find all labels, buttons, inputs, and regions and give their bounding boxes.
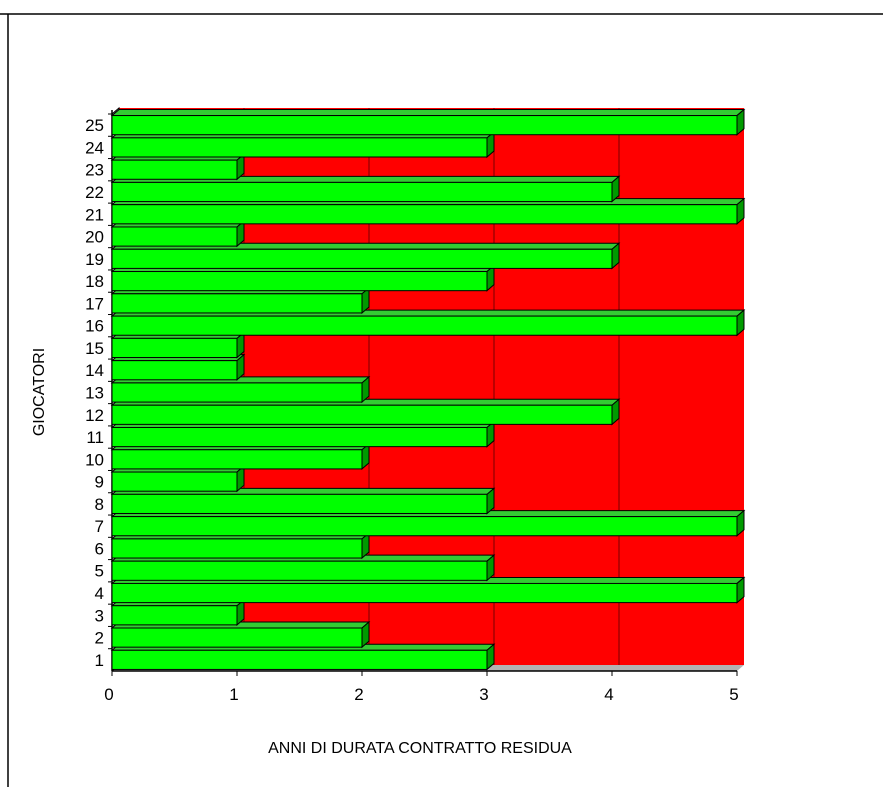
bar-1 <box>110 643 496 671</box>
bar-13 <box>110 375 371 404</box>
bar-7 <box>110 509 746 537</box>
bar-18 <box>110 264 496 292</box>
bar-front-face <box>111 605 238 626</box>
bar-19 <box>110 242 621 270</box>
y-tick-label-22: 22 <box>85 183 104 202</box>
y-tick-label-2: 2 <box>95 629 104 648</box>
y-tick-label-3: 3 <box>95 606 104 625</box>
bar-2 <box>110 620 371 649</box>
bar-front-face <box>111 293 363 314</box>
bar-front-face <box>111 627 363 648</box>
bar-front-face <box>111 271 488 292</box>
bar-front-face <box>111 493 488 514</box>
bar-front-face <box>111 181 613 203</box>
y-tick-label-18: 18 <box>85 272 104 291</box>
bar-17 <box>110 286 371 315</box>
y-tick-label-15: 15 <box>85 339 104 358</box>
bar-front-face <box>111 315 738 336</box>
bar-14 <box>110 353 246 381</box>
y-tick-label-1: 1 <box>95 651 104 670</box>
x-tick-label-5: 5 <box>729 685 738 704</box>
y-tick-label-13: 13 <box>85 384 104 403</box>
y-axis-title: GIOCATORI <box>31 348 48 436</box>
y-tick-label-24: 24 <box>85 138 104 157</box>
bar-front-face <box>111 560 488 581</box>
y-tick-label-23: 23 <box>85 161 104 180</box>
bar-front-face <box>111 404 613 425</box>
bar-12 <box>110 398 621 426</box>
x-axis-title: ANNI DI DURATA CONTRATTO RESIDUA <box>268 740 572 757</box>
x-tick-label-4: 4 <box>604 685 613 704</box>
bar-top-face <box>110 109 746 117</box>
bar-front-face <box>111 382 363 403</box>
bar-front-face <box>111 426 488 448</box>
y-tick-label-4: 4 <box>95 584 104 603</box>
bar-16 <box>110 308 746 337</box>
bar-22 <box>110 175 621 203</box>
y-tick-label-16: 16 <box>85 317 104 336</box>
bar-front-face <box>111 248 613 269</box>
bar-front-face <box>111 226 238 247</box>
bar-front-face <box>111 115 738 136</box>
bar-23 <box>110 153 246 181</box>
x-tick-label-2: 2 <box>354 685 363 704</box>
bars-group <box>110 108 746 671</box>
bar-front-face <box>111 538 363 559</box>
y-tick-label-25: 25 <box>85 116 104 135</box>
y-tick-label-17: 17 <box>85 294 104 313</box>
x-tick-labels: 0 1 2 3 4 5 <box>104 671 739 704</box>
bar-5 <box>110 554 496 582</box>
y-tick-label-20: 20 <box>85 228 104 247</box>
bar-front-face <box>111 516 738 537</box>
bar-3 <box>110 598 246 626</box>
bar-front-face <box>111 204 738 225</box>
bar-front-face <box>111 337 238 359</box>
y-tick-label-5: 5 <box>95 562 104 581</box>
bar-4 <box>110 576 746 604</box>
y-tick-label-14: 14 <box>85 361 104 380</box>
y-tick-label-7: 7 <box>95 517 104 536</box>
bar-10 <box>110 442 371 471</box>
y-tick-label-19: 19 <box>85 250 104 269</box>
bar-8 <box>110 487 496 515</box>
y-tick-labels: 1234567891011121314151617181920212223242… <box>85 113 112 670</box>
bar-front-face <box>111 137 488 158</box>
bar-11 <box>110 420 496 448</box>
bar-front-face <box>111 360 238 381</box>
y-tick-label-11: 11 <box>86 428 104 447</box>
y-tick-label-9: 9 <box>95 473 104 492</box>
bar-front-face <box>111 471 238 492</box>
y-tick-label-10: 10 <box>85 450 104 469</box>
y-tick-label-6: 6 <box>95 539 104 558</box>
y-tick-label-21: 21 <box>85 205 104 224</box>
x-tick-label-1: 1 <box>229 685 238 704</box>
bar-15 <box>110 331 246 359</box>
x-tick-label-3: 3 <box>479 685 488 704</box>
bar-20 <box>110 219 246 248</box>
y-tick-label-12: 12 <box>85 406 104 425</box>
bar-front-face <box>111 582 738 604</box>
bar-24 <box>110 130 496 159</box>
x-tick-label-0: 0 <box>104 685 113 704</box>
bar-21 <box>110 197 746 225</box>
bar-9 <box>110 464 246 493</box>
bar-6 <box>110 531 371 560</box>
bar-front-face <box>111 449 363 470</box>
y-tick-label-8: 8 <box>95 495 104 514</box>
bar-front-face <box>111 649 488 670</box>
bar-front-face <box>111 159 238 180</box>
bar-25 <box>110 108 746 136</box>
